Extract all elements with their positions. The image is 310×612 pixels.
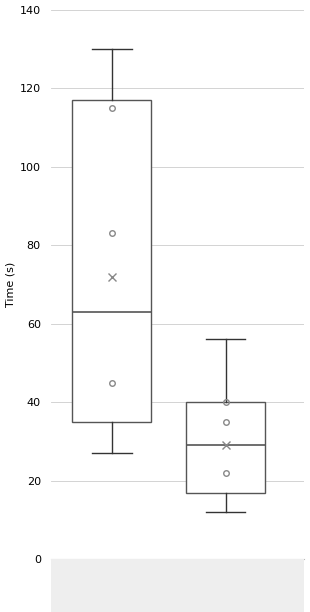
Bar: [51, 559, 304, 612]
PathPatch shape: [73, 100, 151, 422]
PathPatch shape: [186, 402, 265, 493]
Y-axis label: Time (s): Time (s): [6, 262, 16, 307]
